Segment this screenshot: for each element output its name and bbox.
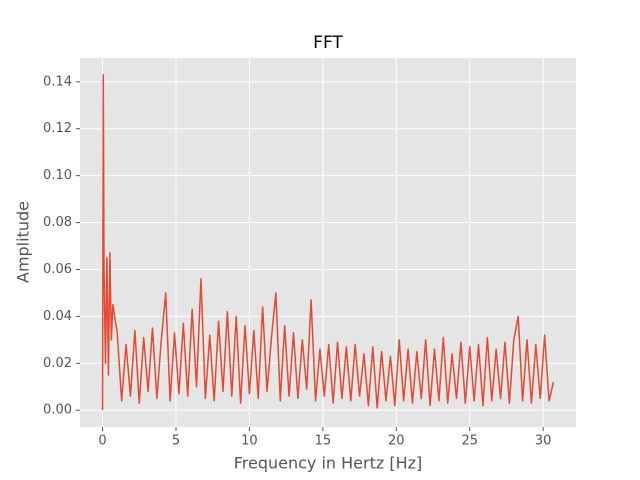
y-tick-label: 0.14 [43,74,72,89]
y-tick-label: 0.12 [43,121,72,136]
y-tick-label: 0.06 [43,262,72,277]
y-tick-label: 0.10 [43,168,72,183]
y-tick-label: 0.04 [43,309,72,324]
x-tick-label: 0 [98,434,106,449]
y-tick-label: 0.08 [43,215,72,230]
x-tick-label: 10 [241,434,258,449]
data-line [101,74,555,411]
chart-title: FFT [313,33,343,53]
x-tick-label: 15 [315,434,332,449]
x-tick-label: 20 [388,434,405,449]
x-tick-label: 30 [535,434,552,449]
y-tick-label: 0.02 [43,356,72,371]
x-tick-label: 25 [461,434,478,449]
x-tick-label: 5 [172,434,180,449]
y-axis-label: Amplitude [14,201,33,283]
y-tick-label: 0.00 [43,403,72,418]
x-axis-label: Frequency in Hertz [Hz] [234,454,423,473]
plot-area [80,58,576,427]
